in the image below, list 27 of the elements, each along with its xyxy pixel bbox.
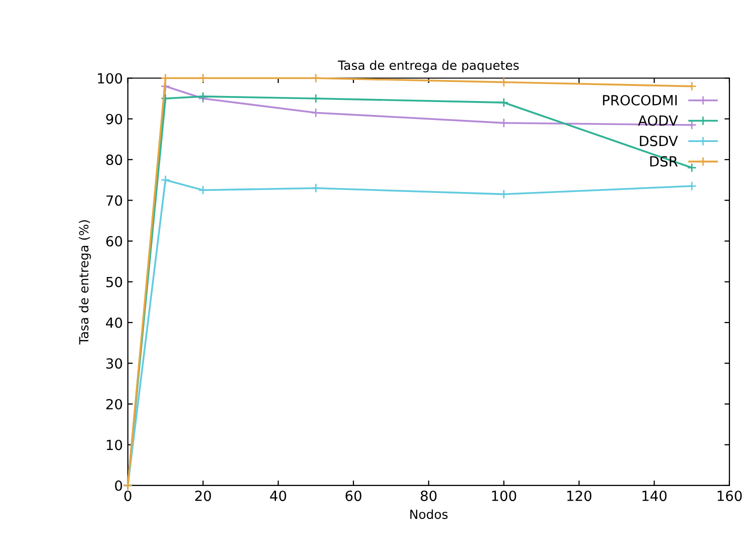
x-tick-label: 0 xyxy=(124,490,132,502)
y-tick-label: 50 xyxy=(106,276,122,288)
y-tick-label: 70 xyxy=(106,195,122,206)
legend-label: DSR xyxy=(650,156,678,167)
y-tick-label: 80 xyxy=(106,154,122,166)
x-tick-label: 80 xyxy=(420,490,437,502)
y-tick-label: 30 xyxy=(106,358,122,369)
y-tick-label: 90 xyxy=(106,114,122,124)
y-tick-label: 40 xyxy=(106,317,122,328)
y-tick-label: 100 xyxy=(98,73,122,84)
x-tick-label: 140 xyxy=(642,490,667,502)
y-tick-label: 10 xyxy=(106,440,122,450)
x-tick-label: 20 xyxy=(195,490,211,502)
y-axis-title: Tasa de entrega (%) xyxy=(78,220,91,344)
legend-label: DSDV xyxy=(640,136,678,146)
chart-title: Tasa de entrega de paquetes xyxy=(338,60,519,72)
legend-label: AODV xyxy=(638,115,678,126)
x-tick-label: 160 xyxy=(718,490,742,502)
x-tick-label: 60 xyxy=(346,490,362,502)
x-axis-title: Nodos xyxy=(410,509,448,519)
x-tick-label: 100 xyxy=(492,490,516,502)
y-tick-label: 0 xyxy=(115,480,122,491)
x-tick-label: 120 xyxy=(567,490,592,502)
y-tick-label: 20 xyxy=(106,398,122,410)
y-tick-label: 60 xyxy=(106,236,122,247)
x-tick-label: 40 xyxy=(270,490,286,502)
legend-label: PROCODMI xyxy=(603,94,677,106)
